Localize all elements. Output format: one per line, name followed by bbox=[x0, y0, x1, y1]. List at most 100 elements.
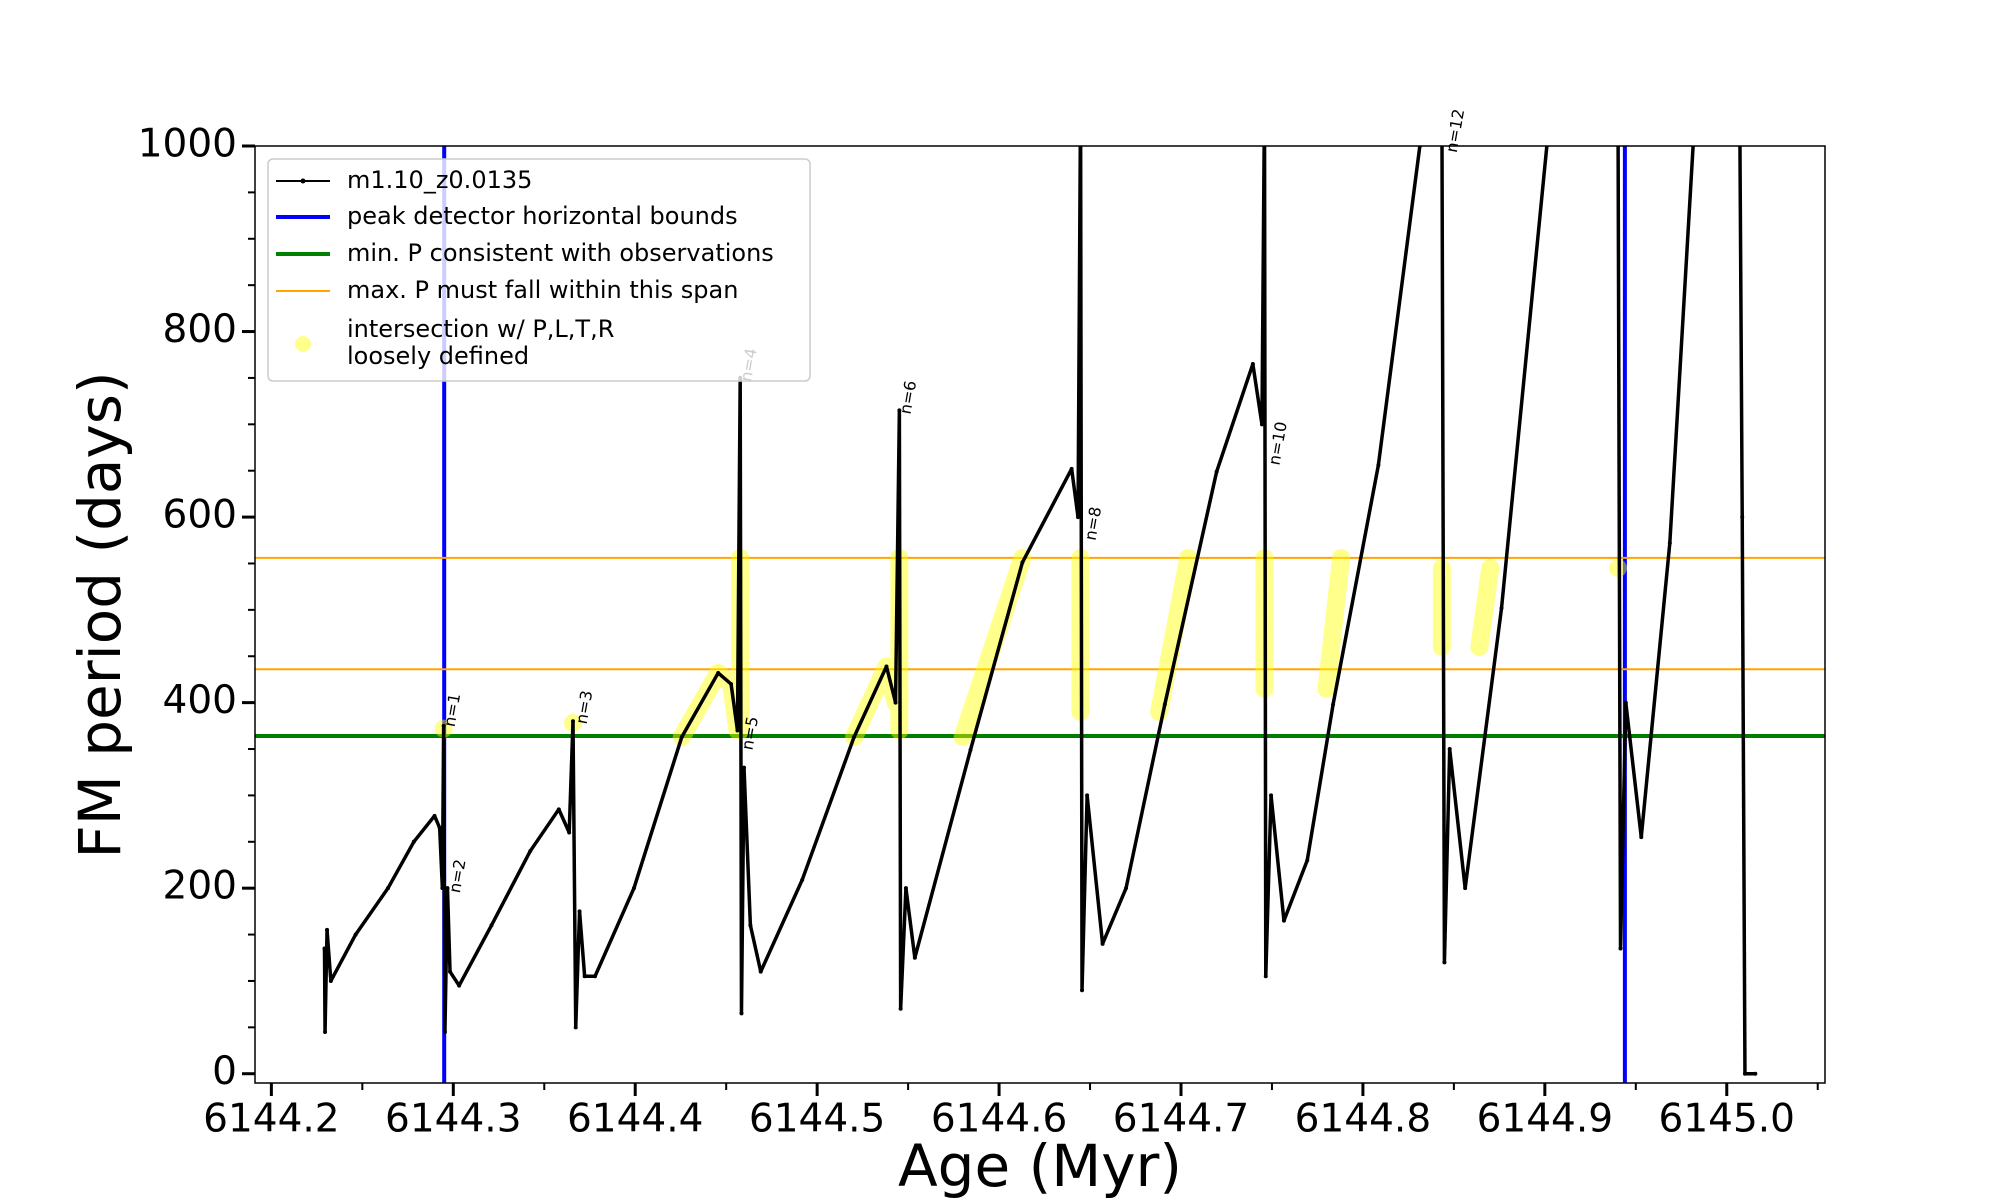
annotation: n=8 bbox=[1081, 505, 1106, 542]
data-point bbox=[897, 408, 902, 413]
data-point bbox=[1305, 858, 1310, 863]
data-point bbox=[437, 825, 442, 830]
data-point bbox=[440, 886, 445, 891]
plot-area bbox=[255, 98, 1825, 1083]
data-point bbox=[1742, 1071, 1747, 1076]
data-point bbox=[884, 664, 889, 669]
legend-label: loosely defined bbox=[347, 342, 529, 370]
data-point bbox=[1020, 560, 1025, 565]
data-point bbox=[735, 728, 740, 733]
data-point bbox=[1076, 515, 1081, 520]
data-point bbox=[1463, 886, 1468, 891]
y-tick-label: 400 bbox=[163, 678, 237, 723]
data-point bbox=[968, 747, 973, 752]
data-point bbox=[1447, 747, 1452, 752]
data-point bbox=[1269, 793, 1274, 798]
data-point bbox=[353, 932, 358, 937]
data-point bbox=[1080, 988, 1085, 993]
annotation: n=6 bbox=[896, 379, 921, 416]
x-tick-label: 6144.3 bbox=[385, 1097, 521, 1142]
data-point bbox=[489, 923, 494, 928]
data-point bbox=[1753, 1071, 1758, 1076]
data-point bbox=[1262, 98, 1266, 102]
data-point bbox=[385, 886, 390, 891]
x-tick-label: 6144.4 bbox=[567, 1097, 703, 1142]
data-point bbox=[1281, 918, 1286, 923]
data-point bbox=[1547, 98, 1551, 102]
x-tick-label: 6144.7 bbox=[1113, 1097, 1249, 1142]
data-point bbox=[448, 969, 453, 974]
data-point bbox=[441, 723, 446, 728]
data-point bbox=[442, 1029, 447, 1034]
x-tick-label: 6144.8 bbox=[1295, 1097, 1431, 1142]
data-point bbox=[679, 734, 684, 739]
annotation: n=12 bbox=[1442, 107, 1468, 154]
y-tick-label: 1000 bbox=[138, 122, 237, 167]
data-point bbox=[1331, 702, 1336, 707]
data-point bbox=[573, 1025, 578, 1030]
data-point bbox=[631, 886, 636, 891]
x-tick-label: 6144.6 bbox=[931, 1097, 1067, 1142]
data-point bbox=[567, 830, 572, 835]
data-point bbox=[912, 955, 917, 960]
annotation: n=10 bbox=[1265, 420, 1291, 467]
data-point bbox=[577, 909, 582, 914]
data-point bbox=[898, 1006, 903, 1011]
data-point bbox=[325, 927, 330, 932]
plot-frame bbox=[254, 145, 1826, 1084]
data-point bbox=[1214, 469, 1219, 474]
data-point bbox=[852, 734, 857, 739]
y-tick-label: 800 bbox=[163, 307, 237, 352]
data-point bbox=[800, 877, 805, 882]
data-point bbox=[432, 813, 437, 818]
data-point bbox=[556, 807, 561, 812]
data-point bbox=[411, 839, 416, 844]
data-point bbox=[571, 719, 576, 724]
data-point bbox=[457, 983, 462, 988]
x-axis-label: Age (Myr) bbox=[898, 1132, 1182, 1200]
x-tick-label: 6145.0 bbox=[1659, 1097, 1795, 1142]
data-point bbox=[1738, 98, 1742, 102]
data-point bbox=[1623, 700, 1628, 705]
data-point bbox=[1079, 98, 1083, 102]
annotation: n=2 bbox=[445, 858, 470, 895]
y-tick-label: 600 bbox=[163, 493, 237, 538]
data-point bbox=[1085, 793, 1090, 798]
data-point bbox=[729, 682, 734, 687]
x-tick-label: 6144.5 bbox=[749, 1097, 885, 1142]
data-point bbox=[716, 670, 721, 675]
data-point bbox=[903, 886, 908, 891]
data-point bbox=[893, 700, 898, 705]
x-tick-label: 6144.2 bbox=[203, 1097, 339, 1142]
legend-label: max. P must fall within this span bbox=[347, 276, 738, 304]
data-point bbox=[1616, 98, 1620, 102]
data-point bbox=[1124, 886, 1129, 891]
data-point bbox=[445, 886, 450, 891]
data-point bbox=[1100, 941, 1105, 946]
legend-label: peak detector horizontal bounds bbox=[347, 202, 738, 230]
data-point bbox=[1442, 960, 1447, 965]
data-point bbox=[1263, 974, 1268, 979]
legend-label: m1.10_z0.0135 bbox=[347, 166, 532, 194]
data-point bbox=[1694, 98, 1698, 102]
data-point bbox=[1250, 362, 1255, 367]
data-point bbox=[1259, 422, 1264, 427]
y-tick-label: 0 bbox=[212, 1049, 237, 1094]
y-tick-label: 200 bbox=[163, 864, 237, 909]
data-point bbox=[1618, 946, 1623, 951]
legend-marker bbox=[295, 336, 311, 352]
data-point bbox=[1667, 541, 1672, 546]
legend-label: min. P consistent with observations bbox=[347, 239, 774, 267]
data-point bbox=[323, 1029, 328, 1034]
legend-box bbox=[267, 158, 811, 382]
data-line bbox=[322, 146, 1756, 1076]
data-point bbox=[328, 978, 333, 983]
data-point bbox=[582, 974, 587, 979]
data-point bbox=[593, 974, 598, 979]
annotation: n=3 bbox=[572, 689, 597, 726]
data-point bbox=[742, 765, 747, 770]
legend-label: intersection w/ P,L,T,R bbox=[347, 315, 614, 343]
data-point bbox=[1639, 835, 1644, 840]
